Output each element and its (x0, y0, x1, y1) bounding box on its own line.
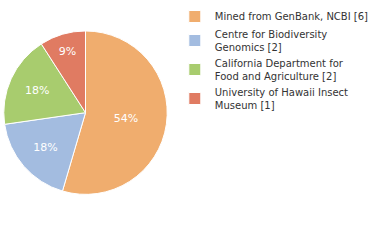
svg-text:Centre for BiodiversityGenomic: Centre for BiodiversityGenomics [2] (215, 29, 328, 53)
svg-text:18%: 18% (33, 141, 57, 154)
svg-text:54%: 54% (114, 112, 138, 125)
svg-text:University of Hawaii InsectMus: University of Hawaii InsectMuseum [1] (215, 87, 348, 111)
svg-text:Mined from GenBank, NCBI [6]: Mined from GenBank, NCBI [6] (215, 11, 368, 22)
svg-text:9%: 9% (59, 45, 76, 58)
svg-text:California Department forFood: California Department forFood and Agricu… (215, 58, 344, 82)
svg-text:18%: 18% (25, 84, 49, 97)
